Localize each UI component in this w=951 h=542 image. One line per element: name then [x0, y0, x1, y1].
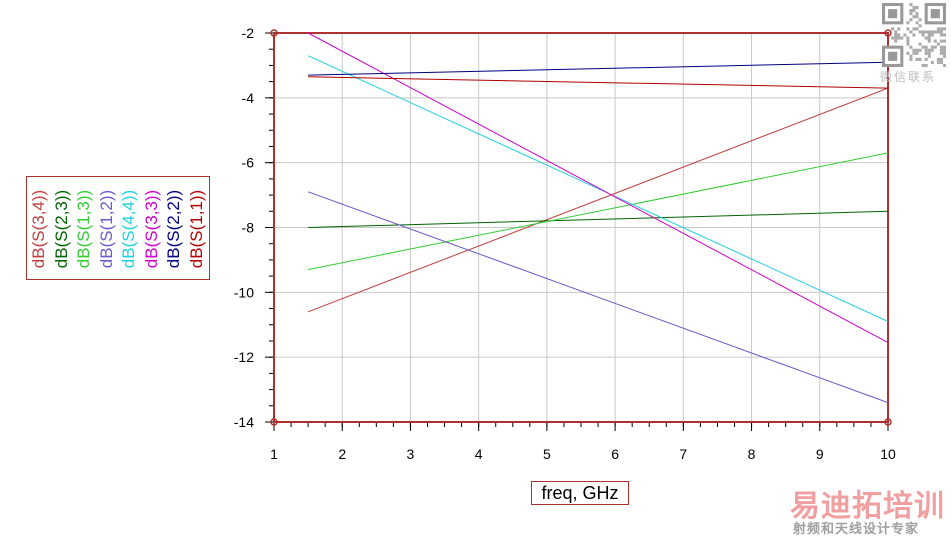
series-line	[307, 191, 889, 404]
legend-entry: dB(S(3,3))	[142, 177, 162, 281]
corner-marker	[270, 418, 278, 426]
series-line	[308, 152, 889, 271]
legend-label: dB(S(1,2))	[96, 189, 116, 269]
x-tick-label: 6	[611, 446, 619, 462]
x-tick-label: 9	[816, 446, 824, 462]
legend-label: dB(S(2,2))	[164, 189, 183, 269]
legend-label: dB(S(3,4))	[29, 189, 48, 269]
grid	[273, 32, 889, 423]
y-tick-label: -8	[242, 220, 255, 236]
legend-entry: dB(S(3,4))	[29, 177, 49, 281]
legend-entry: dB(S(4,4))	[119, 177, 139, 281]
series-line	[307, 55, 889, 322]
minor-ticks	[265, 32, 889, 431]
corner-marker	[884, 418, 892, 426]
qr-code-icon	[882, 3, 946, 67]
series-line	[308, 61, 889, 76]
x-tick-label: 5	[543, 446, 551, 462]
x-tick-label: 4	[475, 446, 483, 462]
y-tick-label: -4	[242, 90, 255, 106]
legend-label: dB(S(2,3))	[51, 189, 71, 269]
series-line	[307, 87, 889, 313]
legend-label: dB(S(1,1))	[186, 189, 206, 269]
corner-marker	[884, 29, 892, 37]
x-axis-label: freq, GHz	[531, 481, 629, 505]
y-tick-labels: -2 -4 -6 -8 -10 -12 -14	[234, 25, 254, 430]
legend-label: dB(S(1,3))	[74, 189, 93, 269]
legend-entry: dB(S(1,1))	[187, 177, 207, 281]
watermark-subtitle: 射频和天线设计专家	[793, 521, 920, 536]
y-tick-label: -6	[242, 155, 255, 171]
y-tick-label: -14	[234, 414, 254, 430]
legend-label: dB(S(4,4))	[119, 189, 138, 269]
series-lines	[307, 32, 889, 404]
legend: dB(S(3,4)) dB(S(2,3)) dB(S(1,3)) dB(S(1,2))…	[26, 176, 210, 280]
x-tick-label: 1	[270, 446, 278, 462]
x-tick-label: 2	[338, 446, 346, 462]
watermark-title: 易迪拓培训	[790, 490, 945, 523]
x-tick-labels: 1 2 3 4 5 6 7 8 9 10	[270, 446, 896, 462]
y-tick-label: -12	[234, 349, 254, 365]
legend-entry: dB(S(2,3))	[52, 177, 72, 281]
series-line	[307, 32, 889, 344]
y-tick-label: -2	[242, 25, 255, 41]
corner-marker	[270, 29, 278, 37]
legend-entry: dB(S(2,2))	[164, 177, 184, 281]
y-tick-label: -10	[234, 284, 254, 300]
x-tick-label: 3	[407, 446, 415, 462]
plot-frame	[273, 32, 889, 423]
legend-label: dB(S(3,3))	[141, 189, 161, 269]
frame-corner-markers	[270, 29, 892, 426]
qr-caption: 微信联系	[880, 70, 937, 84]
legend-entry: dB(S(1,3))	[74, 177, 94, 281]
x-tick-label: 8	[748, 446, 756, 462]
series-line	[308, 76, 889, 89]
legend-entry: dB(S(1,2))	[97, 177, 117, 281]
x-tick-label: 7	[679, 446, 687, 462]
series-line	[308, 210, 889, 228]
x-tick-label: 10	[880, 446, 896, 462]
